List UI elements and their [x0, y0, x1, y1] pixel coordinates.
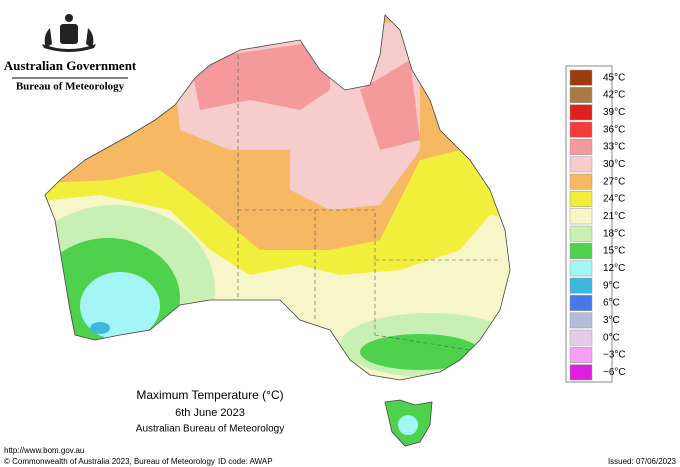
map-date: 6th June 2023 — [175, 407, 245, 419]
legend-label: 42°C — [603, 90, 625, 101]
legend-label: 18°C — [603, 228, 625, 239]
legend-label: −6°C — [603, 367, 626, 378]
coat-of-arms — [42, 14, 96, 52]
legend-swatch — [569, 191, 593, 207]
legend-label: 3°C — [603, 315, 620, 326]
tasmania-coastline — [384, 399, 433, 447]
legend-swatch — [569, 260, 593, 277]
legend-swatch — [569, 173, 593, 190]
legend-swatch — [569, 312, 593, 329]
legend-swatch — [569, 295, 593, 311]
legend-label: 0°C — [603, 332, 620, 343]
legend-label: 39°C — [603, 107, 625, 118]
legend-label: 24°C — [603, 194, 625, 205]
legend-swatch — [569, 139, 593, 155]
footer-url: http://www.bom.gov.au — [4, 446, 84, 455]
legend-label: 33°C — [603, 142, 625, 153]
government-name: Australian Government — [4, 58, 137, 73]
map-title: Maximum Temperature (°C) — [136, 388, 283, 402]
footer-issued: Issued: 07/06/2023 — [608, 457, 677, 466]
map-source: Australian Bureau of Meteorology — [136, 424, 284, 435]
legend-label: 27°C — [603, 176, 625, 187]
legend-label: −3°C — [603, 350, 626, 361]
footer-id: ID code: AWAP — [218, 457, 273, 466]
legend-swatch — [569, 121, 593, 138]
legend-label: 6°C — [603, 298, 620, 309]
legend-swatch — [569, 69, 593, 86]
legend-label: 21°C — [603, 211, 625, 222]
legend-label: 36°C — [603, 124, 625, 135]
legend-swatch — [569, 329, 593, 346]
legend-label: 45°C — [603, 72, 625, 83]
legend-swatch — [569, 277, 593, 294]
footer-copyright: © Commonwealth of Australia 2023, Bureau… — [4, 457, 215, 466]
zone-33 — [190, 40, 420, 150]
legend-label: 30°C — [603, 159, 625, 170]
zone-9 — [90, 322, 110, 334]
state-borders — [237, 55, 500, 351]
legend-label: 15°C — [603, 246, 625, 257]
legend-swatch — [569, 364, 593, 381]
legend-swatch — [569, 104, 593, 121]
legend: 45°C 42°C 39°C 36°C 33°C 30°C 27°C 24°C 21°C 18°C… — [569, 69, 626, 381]
legend-swatch — [569, 243, 593, 259]
legend-label: 9°C — [603, 280, 620, 291]
legend-swatch — [569, 208, 593, 225]
legend-label: 12°C — [603, 263, 625, 274]
legend-swatch — [569, 347, 593, 363]
legend-swatch — [569, 156, 593, 173]
legend-swatch — [569, 87, 593, 103]
zone-15 — [360, 334, 480, 370]
legend-swatch — [569, 225, 593, 242]
bureau-name: Bureau of Meteorology — [16, 81, 125, 93]
tasmania — [385, 400, 432, 446]
